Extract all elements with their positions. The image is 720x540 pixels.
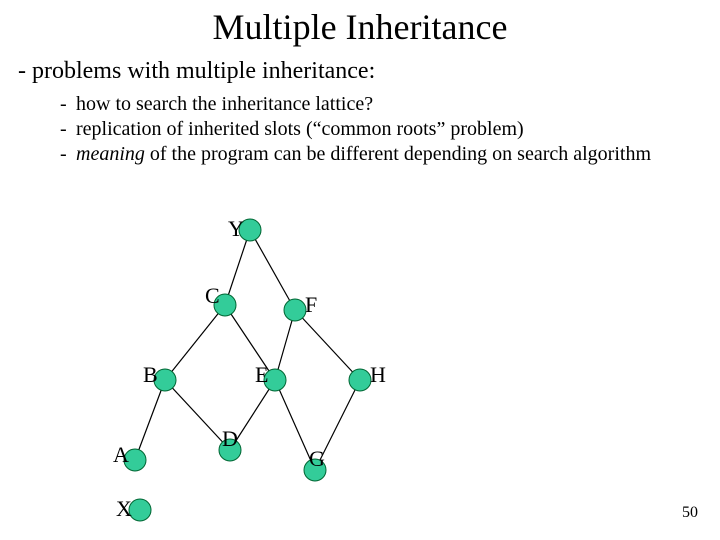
- diagram-nodes: [124, 219, 371, 521]
- slide-number: 50: [682, 504, 698, 522]
- slide: Multiple Inheritance - problems with mul…: [0, 0, 720, 540]
- node-H: [349, 369, 371, 391]
- node-label-G: G: [309, 446, 325, 472]
- node-label-X: X: [116, 496, 132, 522]
- node-label-F: F: [305, 292, 317, 318]
- node-label-E: E: [255, 362, 268, 388]
- edge-C-B: [165, 305, 225, 380]
- node-label-C: C: [205, 283, 220, 309]
- edge-F-H: [295, 310, 360, 380]
- edge-Y-F: [250, 230, 295, 310]
- edge-B-A: [135, 380, 165, 460]
- node-label-B: B: [143, 362, 158, 388]
- diagram-edges: [135, 230, 360, 470]
- node-label-A: A: [113, 442, 129, 468]
- node-X: [129, 499, 151, 521]
- inheritance-diagram: [0, 0, 720, 540]
- node-label-D: D: [222, 426, 238, 452]
- node-label-Y: Y: [228, 216, 244, 242]
- node-label-H: H: [370, 362, 386, 388]
- edge-B-D: [165, 380, 230, 450]
- node-F: [284, 299, 306, 321]
